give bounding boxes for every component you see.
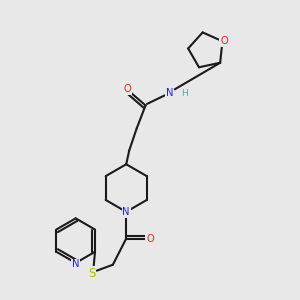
Text: H: H — [181, 89, 188, 98]
Text: O: O — [146, 234, 154, 244]
Text: N: N — [122, 207, 130, 217]
Text: O: O — [220, 36, 228, 46]
Text: N: N — [166, 88, 173, 98]
Text: O: O — [123, 84, 131, 94]
Text: S: S — [88, 266, 95, 280]
Text: N: N — [72, 260, 80, 269]
